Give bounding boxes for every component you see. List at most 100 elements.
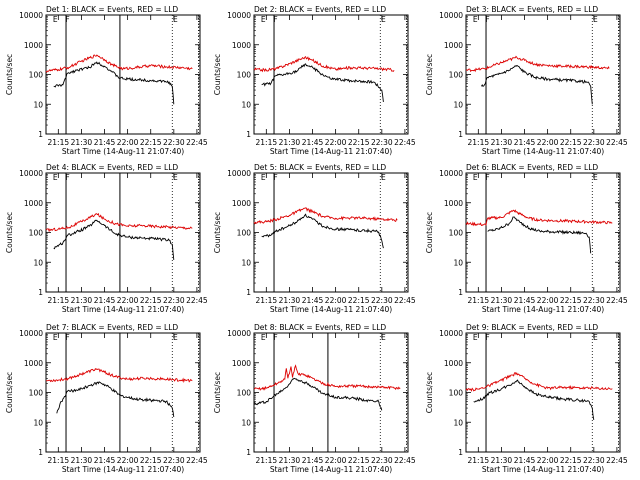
x-tick-label: 22:30 [163, 138, 185, 147]
y-tick-label: 1000 [444, 199, 463, 208]
panel-title: Det 1: BLACK = Events, RED = LLD [46, 5, 178, 14]
y-tick-label: 10 [453, 418, 463, 427]
x-tick-label: 21:45 [302, 296, 324, 305]
x-tick-label: 21:45 [514, 296, 536, 305]
marker-flag: E [473, 173, 478, 182]
x-tick-label: 22:30 [371, 456, 393, 465]
marker-flag: F [273, 333, 277, 342]
y-tick-label: 10 [241, 100, 251, 109]
y-tick-label: 100 [237, 229, 252, 238]
y-tick-label: 1000 [24, 199, 43, 208]
x-tick-label: 22:00 [325, 456, 347, 465]
series-events-line [487, 216, 592, 254]
panel-det-5: Det 5: BLACK = Events, RED = LLD 1 10 100 10… [213, 163, 416, 314]
marker-flag: E [173, 333, 178, 342]
x-tick-label: 22:45 [394, 456, 416, 465]
y-tick-label: 10 [241, 418, 251, 427]
series-lld-line [465, 372, 613, 392]
x-tick-label: 21:45 [514, 138, 536, 147]
y-tick-label: 10000 [19, 11, 43, 20]
x-tick-label: 22:45 [606, 296, 628, 305]
plot-frame [253, 332, 409, 453]
x-tick-label: 21:15 [468, 296, 490, 305]
series-events-line [53, 61, 175, 105]
y-tick-label: 1000 [232, 41, 251, 50]
y-tick-label: 1 [38, 288, 43, 297]
x-axis-label: Start Time (14-Aug-11 21:07:40) [482, 305, 604, 314]
y-axis-label: Counts/sec [213, 212, 222, 253]
x-tick-label: 22:15 [560, 138, 582, 147]
series-events-line [261, 63, 384, 102]
panel-det-2: Det 2: BLACK = Events, RED = LLD 1 10 100 10… [213, 5, 416, 156]
y-tick-label: 100 [237, 389, 252, 398]
x-tick-label: 21:15 [48, 456, 70, 465]
x-tick-label: 22:00 [537, 138, 559, 147]
x-tick-label: 22:45 [394, 296, 416, 305]
y-tick-label: 1 [246, 130, 251, 139]
x-tick-label: 21:30 [71, 138, 93, 147]
x-tick-label: 22:15 [140, 456, 162, 465]
panel-det-7: Det 7: BLACK = Events, RED = LLD 1 10 100 10… [5, 323, 208, 474]
y-axis-label: Counts/sec [425, 212, 434, 253]
x-tick-label: 21:30 [279, 138, 301, 147]
x-tick-label: 22:45 [606, 456, 628, 465]
y-tick-label: 1 [458, 448, 463, 457]
marker-flag: E [53, 333, 58, 342]
panel-title: Det 8: BLACK = Events, RED = LLD [254, 323, 386, 332]
y-tick-label: 1000 [444, 359, 463, 368]
series-lld-line [253, 207, 398, 225]
marker-flag: E [381, 15, 386, 24]
x-tick-label: 21:30 [279, 456, 301, 465]
plot-frame [45, 332, 201, 453]
marker-flag: E [473, 333, 478, 342]
panel-det-6: Det 6: BLACK = Events, RED = LLD 1 10 100 10… [425, 163, 628, 314]
y-tick-label: 10000 [439, 169, 463, 178]
x-tick-label: 22:00 [117, 296, 139, 305]
y-tick-label: 1000 [232, 199, 251, 208]
y-tick-label: 10000 [227, 329, 251, 338]
x-tick-label: 22:00 [117, 456, 139, 465]
x-tick-label: 22:45 [186, 138, 208, 147]
x-axis-label: Start Time (14-Aug-11 21:07:40) [270, 147, 392, 156]
x-tick-label: 22:30 [583, 138, 605, 147]
marker-flag: F [65, 333, 69, 342]
y-tick-label: 10 [33, 100, 43, 109]
x-tick-label: 22:15 [140, 296, 162, 305]
marker-flag: F [485, 173, 489, 182]
y-axis-label: Counts/sec [425, 54, 434, 95]
x-tick-label: 21:45 [514, 456, 536, 465]
panel-title: Det 5: BLACK = Events, RED = LLD [254, 163, 386, 172]
series-events-line [473, 379, 595, 420]
x-tick-label: 22:45 [186, 456, 208, 465]
x-tick-label: 22:45 [606, 138, 628, 147]
series-events-line [481, 64, 593, 105]
marker-flag: E [381, 173, 386, 182]
y-axis-label: Counts/sec [5, 54, 14, 95]
x-axis-label: Start Time (14-Aug-11 21:07:40) [482, 465, 604, 474]
y-axis-label: Counts/sec [425, 372, 434, 413]
panel-title: Det 2: BLACK = Events, RED = LLD [254, 5, 386, 14]
marker-flag: F [273, 173, 277, 182]
y-tick-label: 1 [458, 288, 463, 297]
y-axis-label: Counts/sec [213, 372, 222, 413]
x-tick-label: 22:30 [583, 456, 605, 465]
plot-frame [253, 172, 409, 293]
series-lld-line [45, 212, 193, 233]
x-tick-label: 22:30 [163, 296, 185, 305]
x-axis-label: Start Time (14-Aug-11 21:07:40) [62, 147, 184, 156]
y-axis-label: Counts/sec [213, 54, 222, 95]
y-tick-label: 10 [33, 418, 43, 427]
marker-flag: F [485, 333, 489, 342]
x-tick-label: 22:30 [163, 456, 185, 465]
series-lld-line [465, 55, 610, 73]
series-events-line [53, 219, 175, 260]
x-axis-label: Start Time (14-Aug-11 21:07:40) [270, 465, 392, 474]
y-tick-label: 1 [246, 448, 251, 457]
x-tick-label: 22:15 [348, 138, 370, 147]
x-tick-label: 22:00 [537, 456, 559, 465]
y-tick-label: 10 [453, 100, 463, 109]
panel-det-4: Det 4: BLACK = Events, RED = LLD 1 10 100 10… [5, 163, 208, 314]
y-tick-label: 10 [241, 258, 251, 267]
y-axis-label: Counts/sec [5, 212, 14, 253]
